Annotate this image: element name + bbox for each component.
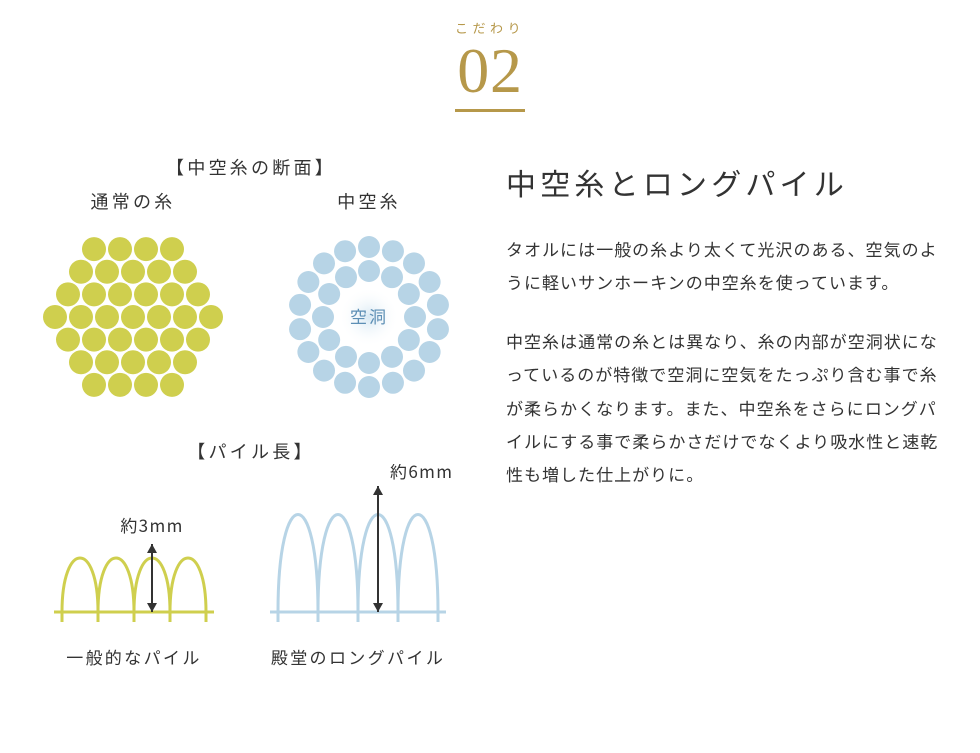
pile-row: 約3mm 一般的なパイル 約6mm 殿堂のロングパイル [36,464,466,669]
hollow-yarn-diagram: 空洞 [274,222,464,412]
pile-section-label: 【パイル長】 [36,438,466,464]
svg-text:約6mm: 約6mm [390,464,453,483]
hollow-yarn-column: 中空糸 空洞 [274,188,464,412]
normal-yarn-label: 通常の糸 [38,188,228,214]
svg-text:約3mm: 約3mm [120,514,183,537]
diagram-panel: 【中空糸の断面】 通常の糸 中空糸 空洞 【パイル長】 約3mm 一般的なパイル [36,154,466,669]
short-pile-column: 約3mm 一般的なパイル [44,514,224,669]
section-number: 02 [36,39,944,103]
paragraph-2: 中空糸は通常の糸とは異なり、糸の内部が空洞状になっているのが特徴で空洞に空気をた… [506,324,944,490]
long-pile-column: 約6mm 殿堂のロングパイル [258,464,458,669]
long-pile-caption: 殿堂のロングパイル [258,644,458,669]
body: 【中空糸の断面】 通常の糸 中空糸 空洞 【パイル長】 約3mm 一般的なパイル [36,154,944,669]
header-rule [455,109,525,112]
pile-block: 【パイル長】 約3mm 一般的なパイル 約6mm 殿堂のロングパイル [36,438,466,669]
cross-section-columns: 通常の糸 中空糸 空洞 [36,188,466,412]
normal-yarn-diagram [38,222,228,412]
copy-panel: 中空糸とロングパイル タオルには一般の糸より太くて光沢のある、空気のように軽いサ… [466,154,944,669]
paragraph-1: タオルには一般の糸より太くて光沢のある、空気のように軽いサンホーキンの中空糸を使… [506,232,944,298]
hollow-yarn-label: 中空糸 [274,188,464,214]
page-header: こだわり 02 [36,18,944,112]
svg-text:空洞: 空洞 [350,303,388,328]
headline: 中空糸とロングパイル [506,160,944,204]
cross-section-label: 【中空糸の断面】 [36,154,466,180]
page: こだわり 02 【中空糸の断面】 通常の糸 中空糸 空洞 【パイル長】 [0,0,980,753]
long-pile-diagram: 約6mm [258,464,458,634]
short-pile-caption: 一般的なパイル [44,644,224,669]
short-pile-diagram: 約3mm [44,514,224,634]
normal-yarn-column: 通常の糸 [38,188,228,412]
